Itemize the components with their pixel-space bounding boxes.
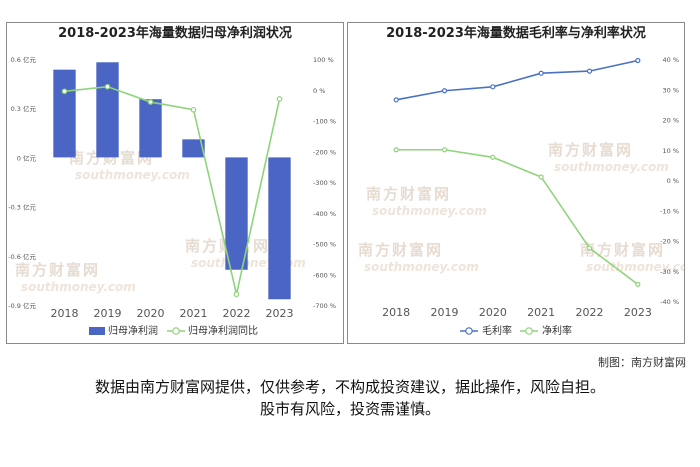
x-tick-label: 2018: [382, 306, 410, 319]
x-tick-label: 2022: [576, 306, 604, 319]
y-tick-label-left: -0.3 亿元: [8, 203, 36, 212]
point-gross-margin-2018: [393, 97, 399, 103]
x-tick-label: 2020: [137, 307, 165, 320]
y-tick-label-right: 100 %: [313, 56, 334, 64]
point-gross-margin-2021: [538, 70, 544, 76]
chart-title: 2018-2023年海量数据归母净利润状况: [58, 26, 292, 41]
y-tick-label-left: -0.9 亿元: [8, 301, 36, 310]
watermark-text: 南方财富网: [69, 149, 154, 167]
point-yoy-2020: [147, 99, 154, 105]
y-tick-label-right: -40 %: [660, 298, 679, 306]
y-tick-label-right: 10 %: [662, 147, 679, 155]
disclaimer: 数据由南方财富网提供，仅供参考，不构成投资建议，据此操作，风险自担。 股市有风险…: [0, 376, 700, 420]
x-tick-label: 2019: [431, 306, 459, 319]
point-gross-margin-2022: [586, 68, 593, 74]
y-tick-label-left: 0 亿元: [17, 153, 37, 162]
x-tick-label: 2022: [223, 307, 251, 320]
line-gross-margin: [396, 59, 639, 101]
chart-panel-margins: 2018-2023年海量数据毛利率与净利率状况 南方财富网 southmoney.…: [347, 22, 685, 344]
bar-2019: [96, 62, 119, 158]
point-yoy-2019: [104, 83, 111, 90]
legend-label: 净利率: [542, 324, 572, 337]
watermark-text: southmoney.com: [75, 168, 190, 182]
watermark-text: 南方财富网: [358, 241, 443, 259]
y-tick-label-left: -0.6 亿元: [8, 252, 36, 261]
margin-chart: 南方财富网southmoney.com南方财富网southmoney.com南方…: [358, 56, 684, 337]
x-tick-label: 2021: [527, 306, 555, 319]
y-tick-label-right: -20 %: [660, 238, 679, 246]
line-yoy: [64, 85, 281, 295]
chart-title: 2018-2023年海量数据毛利率与净利率状况: [386, 26, 646, 41]
point-gross-margin-2023: [635, 57, 641, 64]
y-tick-label-right: 30 %: [662, 86, 679, 94]
chart-panel-net-profit: 2018-2023年海量数据归母净利润状况 南方财富网 southmoney.co…: [6, 22, 344, 344]
bar-2023: [268, 157, 291, 300]
legend-marker: [172, 327, 180, 335]
net-profit-chart: 南方财富网southmoney.com南方财富网southmoney.com南方…: [8, 55, 336, 337]
point-yoy-2021: [190, 106, 197, 113]
bar-2021: [182, 139, 205, 158]
watermark-text: 南方财富网: [15, 261, 100, 279]
point-net-margin-2023: [635, 281, 641, 287]
y-tick-label-right: 0 %: [313, 87, 325, 95]
line-net-margin: [396, 148, 639, 286]
disclaimer-line-2: 股市有风险，投资需谨慎。: [259, 400, 440, 418]
legend-swatch-bar: [89, 327, 105, 335]
legend-label: 毛利率: [482, 324, 512, 337]
y-tick-label-left: 0.3 亿元: [11, 104, 37, 113]
disclaimer-line-1: 数据由南方财富网提供，仅供参考，不构成投资建议，据此操作，风险自担。: [94, 378, 605, 396]
y-tick-label-right: -700 %: [313, 302, 336, 310]
watermark-text: southmoney.com: [364, 260, 479, 274]
legend-label: 归母净利润同比: [188, 324, 258, 337]
y-tick-label-right: 40 %: [662, 56, 679, 64]
watermark-text: southmoney.com: [372, 204, 487, 218]
watermark-text: 南方财富网: [580, 241, 665, 259]
bar-2022: [225, 157, 248, 270]
x-tick-label: 2018: [51, 307, 79, 320]
watermark-text: 南方财富网: [366, 185, 451, 203]
point-yoy-2018: [61, 88, 68, 95]
y-tick-label-right: 20 %: [662, 117, 679, 125]
watermark-text: southmoney.com: [554, 160, 669, 174]
point-net-margin-2018: [393, 147, 399, 153]
y-tick-label-right: -10 %: [660, 207, 679, 215]
point-net-margin-2020: [490, 154, 496, 160]
y-tick-label-right: -600 %: [313, 271, 336, 279]
x-tick-label: 2021: [180, 307, 208, 320]
legend-marker: [525, 327, 533, 335]
point-gross-margin-2019: [441, 88, 448, 94]
point-net-margin-2022: [586, 245, 593, 251]
point-net-margin-2021: [538, 174, 544, 180]
watermark-text: southmoney.com: [21, 280, 136, 294]
y-tick-label-left: 0.6 亿元: [11, 55, 37, 64]
point-yoy-2023: [276, 96, 283, 102]
point-yoy-2022: [233, 291, 240, 298]
x-tick-label: 2023: [624, 306, 652, 319]
chart-credit: 制图：南方财富网: [598, 356, 686, 369]
y-tick-label-right: -400 %: [313, 210, 336, 218]
x-tick-label: 2020: [479, 306, 507, 319]
bar-2018: [53, 69, 76, 158]
x-tick-label: 2023: [266, 307, 294, 320]
y-tick-label-right: -30 %: [660, 268, 679, 276]
legend-marker: [465, 327, 473, 335]
legend-label: 归母净利润: [108, 324, 158, 337]
y-tick-label-right: 0 %: [667, 177, 679, 185]
y-tick-label-right: -100 %: [313, 118, 336, 126]
point-net-margin-2019: [441, 147, 448, 153]
y-tick-label-right: -200 %: [313, 148, 336, 156]
point-gross-margin-2020: [490, 84, 496, 90]
y-tick-label-right: -300 %: [313, 179, 336, 187]
watermark-text: 南方财富网: [548, 141, 633, 159]
x-tick-label: 2019: [94, 307, 122, 320]
bar-2020: [139, 99, 162, 158]
y-tick-label-right: -500 %: [313, 241, 336, 249]
